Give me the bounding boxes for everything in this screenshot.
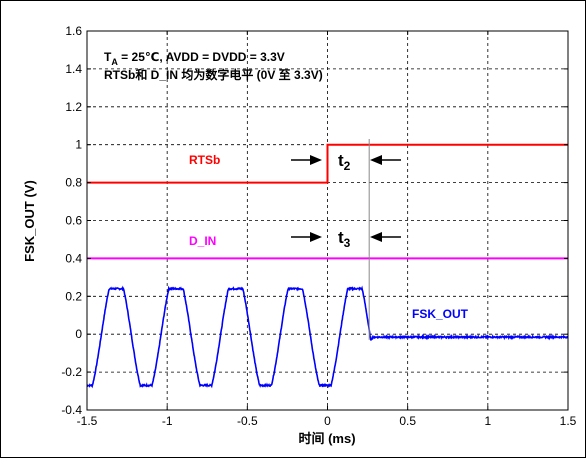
y-tick-label: 1 <box>75 138 82 152</box>
series-line-fsk-out <box>86 285 569 389</box>
ticks: -1.5 -1 -0.5 0 0.5 1 1.5 -0.4 -0.2 0 0.2 0.4 0.6 0.8 1… <box>61 24 576 428</box>
x-tick-label: -1 <box>162 414 173 428</box>
t2-annotation: t2 <box>291 151 401 173</box>
din-series-label: D_IN <box>189 234 216 248</box>
t2-label: t2 <box>338 151 351 173</box>
x-tick-label: 1.5 <box>560 414 577 428</box>
x-tick-label: 0.5 <box>399 414 416 428</box>
condition-line-2: RTSb和 D_IN 均为数字电平 (0V 至 3.3V) <box>104 67 323 82</box>
t3-arrowhead-left <box>310 232 322 242</box>
x-axis-label: 时间 (ms) <box>298 431 355 446</box>
y-axis-label: FSK_OUT (V) <box>22 180 37 262</box>
t2-arrowhead-right <box>370 155 382 165</box>
y-tick-label: -0.2 <box>61 365 82 379</box>
y-tick-label: -0.4 <box>61 403 82 417</box>
y-tick-label: 1.6 <box>65 24 82 38</box>
t2-arrowhead-left <box>310 155 322 165</box>
series-line-rtsb <box>87 143 568 184</box>
y-tick-label: 0.4 <box>65 251 82 265</box>
t3-arrowhead-right <box>370 232 382 242</box>
x-tick-label: 1 <box>484 414 491 428</box>
y-tick-label: 0 <box>75 327 82 341</box>
y-tick-label: 0.6 <box>65 214 82 228</box>
rtsb-series-label: RTSb <box>189 153 220 167</box>
fsk-out-series-label: FSK_OUT <box>412 307 469 321</box>
x-tick-label: -1.5 <box>77 414 98 428</box>
t3-annotation: t3 <box>291 228 401 250</box>
series-layer <box>86 143 569 389</box>
y-tick-label: 0.8 <box>65 176 82 190</box>
x-tick-label: -0.5 <box>237 414 258 428</box>
condition-line-1: TA = 25℃, AVDD = DVDD = 3.3V <box>104 50 285 67</box>
y-tick-label: 1.2 <box>65 100 82 114</box>
y-tick-label: 1.4 <box>65 62 82 76</box>
y-tick-label: 0.2 <box>65 289 82 303</box>
t3-label: t3 <box>338 228 351 250</box>
x-tick-label: 0 <box>324 414 331 428</box>
